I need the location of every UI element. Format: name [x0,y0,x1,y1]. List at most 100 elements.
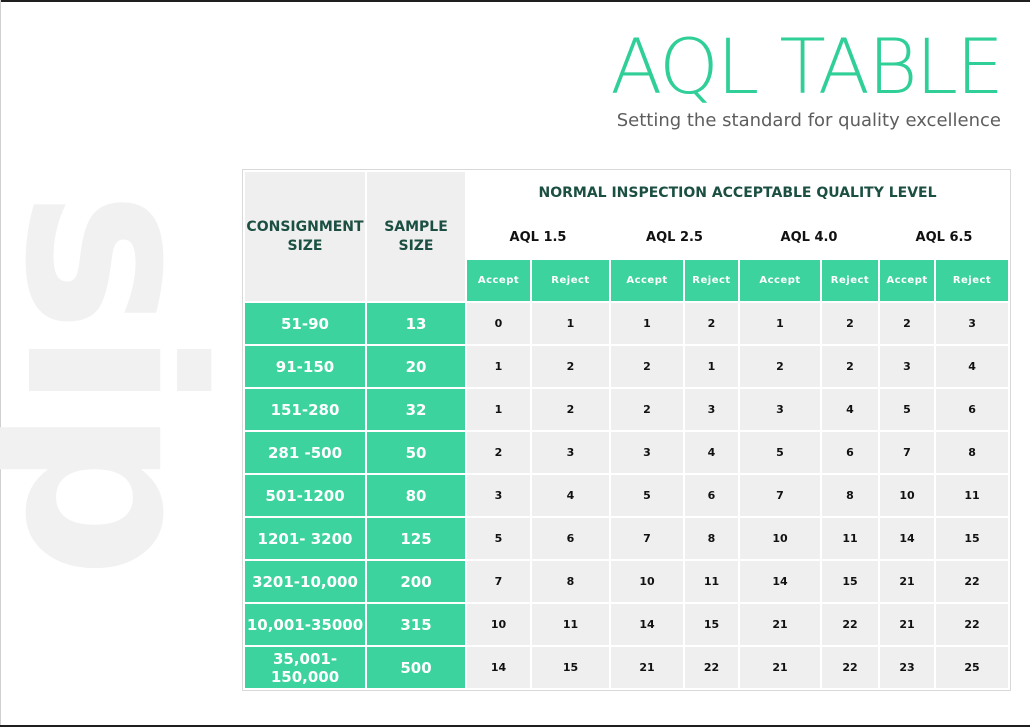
accept-value-cell: 2 [609,344,685,389]
table-row: 51-90 13 0 1 1 2 1 2 2 3 [243,301,1011,346]
page-title: AQL TABLE [610,22,1004,111]
reject-value-cell: 3 [530,430,611,475]
aql-1-5-header: AQL 1.5 [465,214,611,260]
table-row: 151-280 32 1 2 2 3 3 4 5 6 [243,387,1011,432]
accept-value-cell: 5 [738,430,822,475]
table-row: 91-150 20 1 2 2 1 2 2 3 4 [243,344,1011,389]
reject-value-cell: 2 [820,301,880,346]
reject-value-cell: 2 [530,387,611,432]
bottom-border [0,725,1030,727]
accept-value-cell: 21 [609,645,685,690]
reject-value-cell: 11 [683,559,740,604]
accept-header: Accept [738,258,822,303]
accept-value-cell: 14 [465,645,532,690]
reject-value-cell: 25 [933,645,1011,690]
accept-value-cell: 5 [878,387,936,432]
accept-value-cell: 10 [465,602,532,647]
reject-value-cell: 6 [530,516,611,561]
sample-size-cell: 20 [365,344,467,389]
accept-header: Accept [609,258,685,303]
accept-value-cell: 10 [738,516,822,561]
reject-value-cell: 2 [820,344,880,389]
brand-watermark: sip [0,190,240,575]
reject-value-cell: 3 [933,301,1011,346]
aql-6-5-header: AQL 6.5 [877,214,1011,260]
table-row: 281 -500 50 2 3 3 4 5 6 7 8 [243,430,1011,475]
reject-value-cell: 15 [683,602,740,647]
sample-size-cell: 315 [365,602,467,647]
consignment-size-cell: 51-90 [243,301,367,346]
consignment-size-cell: 10,001-35000 [243,602,367,647]
accept-value-cell: 7 [738,473,822,518]
consignment-size-cell: 35,001-150,000 [243,645,367,690]
accept-value-cell: 7 [609,516,685,561]
table-row: 35,001-150,000 500 14 15 21 22 21 22 23 25 [243,645,1011,690]
table-row: 10,001-35000 315 10 11 14 15 21 22 21 22 [243,602,1011,647]
accept-value-cell: 3 [878,344,936,389]
accept-value-cell: 10 [878,473,936,518]
aql-2-5-header: AQL 2.5 [609,214,740,260]
watermark-area: sip [0,190,240,720]
consignment-size-cell: 3201-10,000 [243,559,367,604]
reject-value-cell: 1 [683,344,740,389]
sample-size-cell: 500 [365,645,467,690]
inspection-level-header: NORMAL INSPECTION ACCEPTABLE QUALITY LEV… [464,170,1011,216]
table-row: 501-1200 80 3 4 5 6 7 8 10 11 [243,473,1011,518]
reject-value-cell: 8 [683,516,740,561]
consignment-size-cell: 501-1200 [243,473,367,518]
consignment-size-cell: 151-280 [243,387,367,432]
reject-value-cell: 22 [933,602,1011,647]
accept-value-cell: 21 [878,602,936,647]
sample-size-header: SAMPLE SIZE [365,170,467,303]
reject-value-cell: 4 [820,387,880,432]
accept-value-cell: 0 [465,301,532,346]
aql-4-0-header: AQL 4.0 [738,214,880,260]
accept-value-cell: 23 [878,645,936,690]
reject-value-cell: 22 [820,602,880,647]
reject-value-cell: 11 [933,473,1011,518]
reject-value-cell: 6 [683,473,740,518]
accept-value-cell: 21 [878,559,936,604]
accept-value-cell: 21 [738,602,822,647]
accept-value-cell: 21 [738,645,822,690]
reject-value-cell: 22 [683,645,740,690]
aql-table: CONSIGNMENT SIZE SAMPLE SIZE NORMAL INSP… [241,169,1012,691]
accept-value-cell: 14 [609,602,685,647]
consignment-size-cell: 281 -500 [243,430,367,475]
sample-size-cell: 13 [365,301,467,346]
sample-size-cell: 200 [365,559,467,604]
accept-header: Accept [878,258,936,303]
reject-header: Reject [530,258,611,303]
reject-value-cell: 8 [820,473,880,518]
left-border [0,0,1,727]
reject-value-cell: 4 [530,473,611,518]
reject-value-cell: 3 [683,387,740,432]
accept-header: Accept [465,258,532,303]
accept-value-cell: 1 [609,301,685,346]
consignment-size-header: CONSIGNMENT SIZE [243,170,367,303]
consignment-size-cell: 1201- 3200 [243,516,367,561]
accept-value-cell: 1 [465,387,532,432]
reject-value-cell: 2 [683,301,740,346]
reject-value-cell: 22 [933,559,1011,604]
reject-value-cell: 6 [820,430,880,475]
reject-value-cell: 22 [820,645,880,690]
accept-value-cell: 2 [609,387,685,432]
reject-header: Reject [683,258,740,303]
reject-value-cell: 8 [530,559,611,604]
accept-value-cell: 2 [878,301,936,346]
reject-value-cell: 15 [820,559,880,604]
sample-size-cell: 50 [365,430,467,475]
page-subtitle: Setting the standard for quality excelle… [616,110,1001,131]
accept-value-cell: 7 [878,430,936,475]
reject-value-cell: 4 [683,430,740,475]
reject-value-cell: 8 [933,430,1011,475]
accept-value-cell: 14 [878,516,936,561]
sample-size-cell: 80 [365,473,467,518]
table-row: 1201- 3200 125 5 6 7 8 10 11 14 15 [243,516,1011,561]
sample-size-cell: 125 [365,516,467,561]
accept-value-cell: 1 [465,344,532,389]
accept-value-cell: 2 [738,344,822,389]
accept-value-cell: 3 [738,387,822,432]
aql-table-body: 51-90 13 0 1 1 2 1 2 2 3 91-150 20 1 2 2 1 2 2 3 4 151-280 32… [243,301,1011,690]
